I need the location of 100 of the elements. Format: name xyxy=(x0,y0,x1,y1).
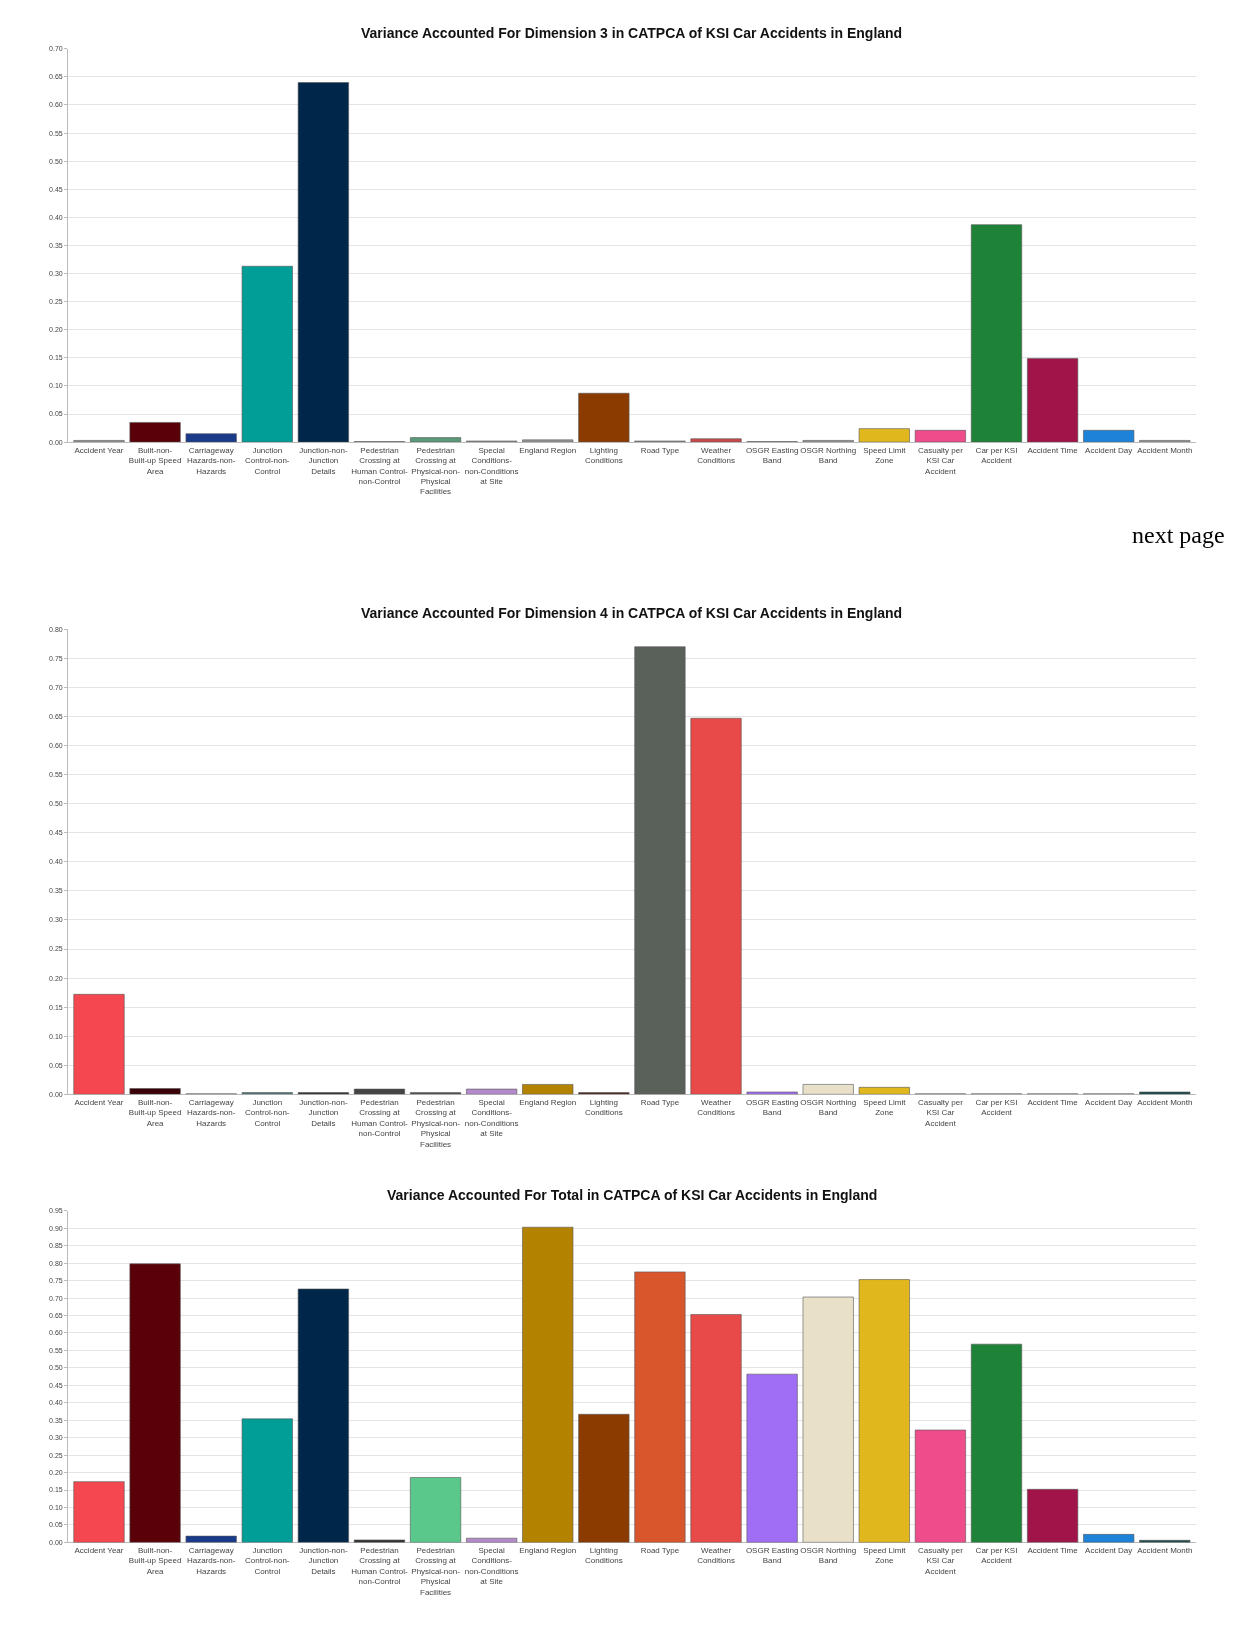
bar xyxy=(185,1535,237,1543)
x-tick-label: Car per KSI Accident xyxy=(975,1097,1018,1118)
bar xyxy=(129,1263,181,1543)
x-tick-label: Accident Month xyxy=(1137,1097,1193,1107)
bar xyxy=(970,1343,1023,1543)
x-tick-label: Road Type xyxy=(640,1097,680,1107)
bar xyxy=(690,438,742,443)
x-tick-label: Junction-non-Junction Details xyxy=(299,1097,348,1128)
x-tick-label: Special Conditions-non-Conditions at Site xyxy=(464,1545,519,1587)
bar xyxy=(522,439,574,443)
x-tick-label: Pedestrian Crossing at Physical-non-Physical Facilities xyxy=(411,1545,461,1597)
x-tick-label: Road Type xyxy=(640,445,680,455)
chart-title: Variance Accounted For Dimension 3 in CATPCA of KSI Car Accidents in England xyxy=(361,25,903,41)
bar xyxy=(914,430,966,443)
bar xyxy=(970,224,1023,443)
x-tick-label: Special Conditions-non-Conditions at Site xyxy=(464,1097,519,1139)
x-tick-label: Built-non-Built-up Speed Area xyxy=(128,445,182,476)
bar xyxy=(522,1084,574,1095)
x-tick-label: OSGR Easting Band xyxy=(745,1097,799,1118)
bar xyxy=(914,1429,966,1543)
x-tick-label: Weather Conditions xyxy=(697,445,735,466)
x-tick-label: Accident Month xyxy=(1137,1545,1193,1555)
x-tick-label: Casualty per KSI Car Accident xyxy=(917,1097,964,1128)
x-tick-label: Pedestrian Crossing at Physical-non-Physical Facilities xyxy=(411,1097,461,1149)
x-tick-label: Junction-non-Junction Details xyxy=(299,445,348,476)
bar xyxy=(522,1226,574,1543)
chart-title: Variance Accounted For Dimension 4 in CATPCA of KSI Car Accidents in England xyxy=(361,605,903,621)
x-tick-label: Pedestrian Crossing at Human Control-non-Control xyxy=(351,1097,409,1139)
chart-title: Variance Accounted For Total in CATPCA of KSI Car Accidents in England xyxy=(387,1187,878,1203)
x-tick-label: Weather Conditions xyxy=(697,1545,735,1566)
bar xyxy=(858,1279,910,1543)
text: next page xyxy=(1132,522,1225,548)
bar xyxy=(578,1413,630,1543)
bar xyxy=(73,1481,125,1543)
x-tick-label: OSGR Easting Band xyxy=(745,1545,799,1566)
bar xyxy=(466,1537,518,1543)
bar xyxy=(858,428,910,443)
x-tick-label: Casualty per KSI Car Accident xyxy=(917,1545,964,1576)
x-tick-label: Built-non-Built-up Speed Area xyxy=(128,1097,182,1128)
x-tick-label: Built-non-Built-up Speed Area xyxy=(128,1545,182,1576)
x-tick-label: Lighting Conditions xyxy=(584,445,623,466)
x-tick-label: Speed Limit Zone xyxy=(863,1545,907,1566)
bar xyxy=(185,433,237,443)
x-tick-label: Lighting Conditions xyxy=(584,1545,623,1566)
bar xyxy=(129,422,181,443)
bar xyxy=(746,1091,798,1095)
x-tick-label: Pedestrian Crossing at Physical-non-Physical Facilities xyxy=(411,445,461,497)
bar xyxy=(858,1087,910,1095)
x-tick-label: Pedestrian Crossing at Human Control-non-Control xyxy=(351,445,409,486)
x-tick-label: Speed Limit Zone xyxy=(863,1097,907,1118)
x-tick-label: OSGR Northing Band xyxy=(800,1545,857,1566)
x-tick-label: Lighting Conditions xyxy=(584,1097,623,1118)
bar xyxy=(297,82,349,443)
bar xyxy=(1027,1489,1079,1543)
x-tick-label: Junction-non-Junction Details xyxy=(299,1545,348,1576)
bar xyxy=(353,1539,405,1543)
x-tick-label: Accident Time xyxy=(1027,445,1079,455)
x-tick-label: Junction Control-non-Control xyxy=(245,445,290,476)
bar xyxy=(1027,358,1079,443)
x-tick-label: Carriageway Hazards-non-Hazards xyxy=(186,1097,236,1128)
x-tick-label: Special Conditions-non-Conditions at Site xyxy=(464,445,519,486)
bar xyxy=(802,1084,854,1095)
bar xyxy=(1083,1534,1135,1543)
x-tick-label: Car per KSI Accident xyxy=(975,445,1018,466)
x-tick-label: Accident Year xyxy=(74,1545,124,1555)
x-tick-label: Accident Day xyxy=(1085,445,1133,455)
x-tick-label: Car per KSI Accident xyxy=(975,1545,1018,1566)
x-tick-label: Carriageway Hazards-non-Hazards xyxy=(186,1545,236,1576)
bar xyxy=(802,1296,854,1543)
x-tick-label: Accident Day xyxy=(1085,1097,1133,1107)
bar xyxy=(578,392,630,443)
bar xyxy=(1139,1091,1191,1095)
x-tick-label: Pedestrian Crossing at Human Control-non-Control xyxy=(351,1545,409,1587)
bar xyxy=(690,717,742,1095)
bar xyxy=(241,265,293,443)
x-tick-label: Junction Control-non-Control xyxy=(245,1545,290,1576)
x-tick-label: Accident Year xyxy=(74,1097,124,1107)
bar xyxy=(129,1088,181,1095)
x-tick-label: Carriageway Hazards-non-Hazards xyxy=(186,445,236,476)
bar xyxy=(634,646,686,1095)
x-tick-label: OSGR Easting Band xyxy=(745,445,799,466)
x-tick-label: Speed Limit Zone xyxy=(863,445,907,466)
x-tick-label: OSGR Northing Band xyxy=(800,445,857,466)
x-tick-label: England Region xyxy=(519,1545,577,1555)
x-tick-label: England Region xyxy=(519,445,577,455)
bar xyxy=(634,1271,686,1543)
x-tick-label: Weather Conditions xyxy=(697,1097,735,1118)
x-tick-label: OSGR Northing Band xyxy=(800,1097,857,1118)
x-tick-label: Junction Control-non-Control xyxy=(245,1097,290,1128)
bar xyxy=(353,1088,405,1095)
x-tick-label: Accident Time xyxy=(1027,1545,1079,1555)
x-tick-label: England Region xyxy=(519,1097,577,1107)
bar xyxy=(410,437,462,443)
x-tick-label: Accident Time xyxy=(1027,1097,1079,1107)
bar xyxy=(410,1477,462,1543)
bar xyxy=(297,1288,349,1543)
x-tick-label: Accident Year xyxy=(74,445,124,455)
bar xyxy=(466,1088,518,1095)
x-tick-label: Accident Day xyxy=(1085,1545,1133,1555)
bar xyxy=(73,994,125,1095)
